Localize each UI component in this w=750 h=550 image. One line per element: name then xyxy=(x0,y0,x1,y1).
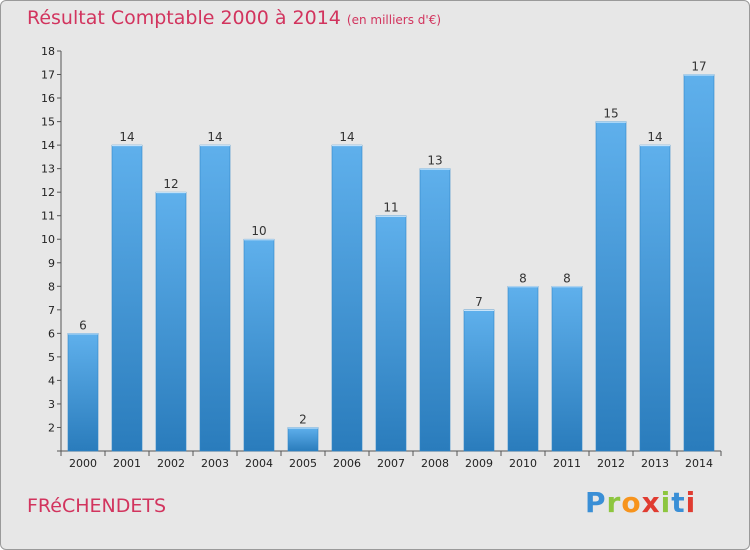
y-tick-label: 14 xyxy=(41,139,55,152)
data-label-2014: 17 xyxy=(691,60,706,74)
data-label-2010: 8 xyxy=(519,271,527,285)
x-tick-label-2012: 2012 xyxy=(597,457,625,470)
bar-2013 xyxy=(639,144,671,452)
y-tick-label: 13 xyxy=(41,163,55,176)
x-tick-label-2007: 2007 xyxy=(377,457,405,470)
data-label-2000: 6 xyxy=(79,318,87,332)
y-tick-label: 9 xyxy=(48,257,55,270)
data-label-2003: 14 xyxy=(207,130,222,144)
proxiti-logo: Proxiti xyxy=(585,486,696,519)
y-tick-label: 6 xyxy=(48,327,55,340)
data-label-2008: 13 xyxy=(427,154,442,168)
chart-title: Résultat Comptable 2000 à 2014 (en millie… xyxy=(27,7,442,29)
x-tick-label-2010: 2010 xyxy=(509,457,537,470)
data-label-2013: 14 xyxy=(647,130,662,144)
commune-name: FRéCHENDETS xyxy=(27,495,167,517)
x-tick-label-2002: 2002 xyxy=(157,457,185,470)
bar-2001 xyxy=(111,144,143,452)
x-tick-label-2000: 2000 xyxy=(69,457,97,470)
data-label-2006: 14 xyxy=(339,130,354,144)
logo-letter: i xyxy=(660,486,672,519)
bar-2000 xyxy=(67,333,99,452)
x-tick-label-2006: 2006 xyxy=(333,457,361,470)
y-tick-label: 17 xyxy=(41,69,55,82)
y-tick-label: 3 xyxy=(48,398,55,411)
y-tick-label: 5 xyxy=(48,351,55,364)
bar-2014 xyxy=(683,74,715,452)
logo-letter: x xyxy=(641,486,661,519)
y-tick-label: 10 xyxy=(41,233,55,246)
x-tick-label-2005: 2005 xyxy=(289,457,317,470)
y-tick-label: 2 xyxy=(48,421,55,434)
data-label-2005: 2 xyxy=(299,412,307,426)
logo-letter: P xyxy=(585,486,607,519)
bar-2002 xyxy=(155,191,187,452)
bar-2008 xyxy=(419,168,451,452)
bar-2004 xyxy=(243,238,275,452)
data-label-2001: 14 xyxy=(119,130,134,144)
data-label-2004: 10 xyxy=(251,224,266,238)
x-tick-label-2008: 2008 xyxy=(421,457,449,470)
data-label-2011: 8 xyxy=(563,271,571,285)
bar-2010 xyxy=(507,285,539,452)
x-tick-label-2013: 2013 xyxy=(641,457,669,470)
y-tick-label: 16 xyxy=(41,92,55,105)
x-tick-label-2014: 2014 xyxy=(685,457,713,470)
data-label-2012: 15 xyxy=(603,107,618,121)
chart-subtitle: (en milliers d'€) xyxy=(346,13,442,27)
bar-2003 xyxy=(199,144,231,452)
x-tick-label-2004: 2004 xyxy=(245,457,273,470)
logo-letter: r xyxy=(606,486,622,519)
y-tick-label: 11 xyxy=(41,210,55,223)
bar-2012 xyxy=(595,121,627,452)
y-tick-label: 18 xyxy=(41,45,55,58)
y-tick-label: 15 xyxy=(41,116,55,129)
bar-2009 xyxy=(463,309,495,452)
logo-letter: i xyxy=(685,486,697,519)
y-tick-label: 7 xyxy=(48,304,55,317)
x-tick-label-2011: 2011 xyxy=(553,457,581,470)
bar-2005 xyxy=(287,427,319,452)
y-tick-label: 12 xyxy=(41,186,55,199)
logo-letter: o xyxy=(621,486,642,519)
bar-2011 xyxy=(551,285,583,452)
y-tick-label: 8 xyxy=(48,280,55,293)
data-label-2009: 7 xyxy=(475,295,483,309)
data-label-2002: 12 xyxy=(163,177,178,191)
logo-letter: t xyxy=(671,486,686,519)
bar-2007 xyxy=(375,215,407,452)
y-tick-label: 4 xyxy=(48,374,55,387)
bar-2006 xyxy=(331,144,363,452)
x-tick-label-2003: 2003 xyxy=(201,457,229,470)
data-label-2007: 11 xyxy=(383,201,398,215)
x-tick-label-2009: 2009 xyxy=(465,457,493,470)
x-tick-label-2001: 2001 xyxy=(113,457,141,470)
